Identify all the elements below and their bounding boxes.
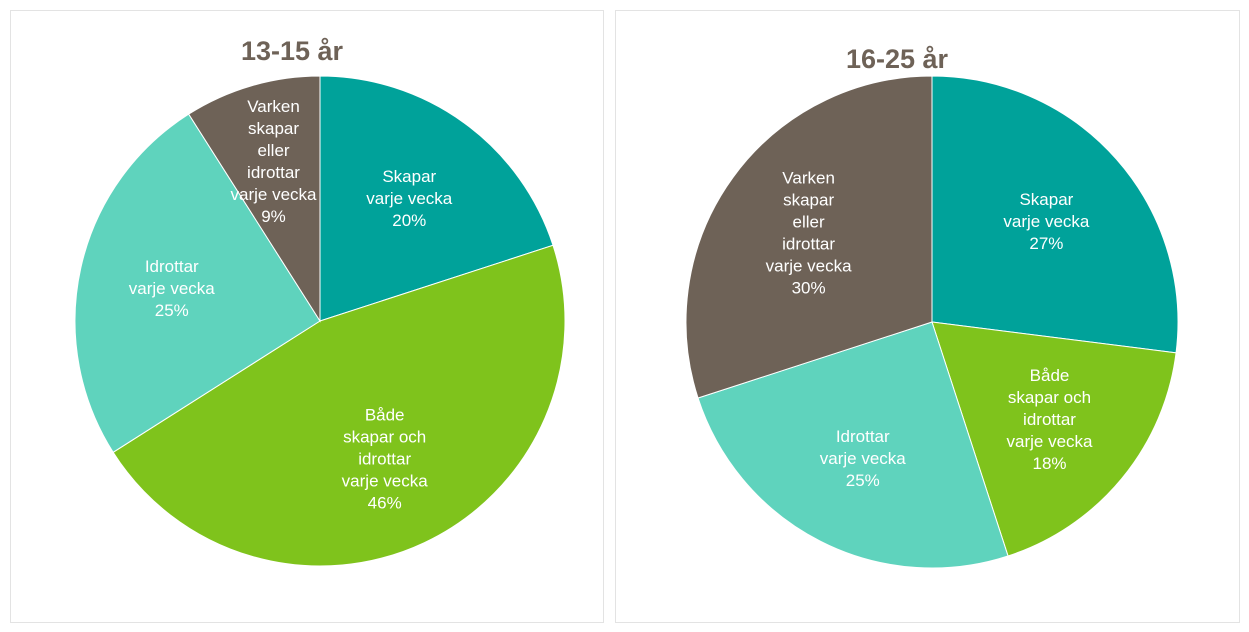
slice-value-label: 25% (155, 301, 189, 320)
pie-slice (319, 75, 554, 322)
slice-label: Både skapar och idrottar varje vecka (342, 405, 429, 490)
slice-value-label: 46% (368, 493, 402, 512)
pie-slice (74, 113, 321, 453)
pie-slice (112, 244, 566, 567)
pie-slice (188, 75, 321, 323)
pie-slice (685, 75, 933, 399)
slice-value-label: 25% (846, 471, 880, 490)
slice-label: Skapar varje vecka (366, 167, 453, 208)
slice-label: Idrottar varje vecka (129, 257, 216, 298)
slice-value-label: 9% (261, 207, 286, 226)
slice-label: Både skapar och idrottar varje vecka (1007, 366, 1094, 451)
slice-value-label: 20% (392, 211, 426, 230)
pie-slice (931, 75, 1179, 354)
slice-label: Varken skapar eller idrottar varje vecka (766, 168, 853, 275)
slice-label: Skapar varje vecka (1003, 190, 1090, 231)
pie-slice (931, 321, 1177, 557)
slice-label: Varken skapar eller idrottar varje vecka (231, 97, 318, 204)
slice-value-label: 30% (792, 278, 826, 297)
slice-value-label: 18% (1033, 454, 1067, 473)
pie-slice (697, 321, 1009, 569)
chart-title: 16-25 år (846, 44, 949, 74)
chart-title: 13-15 år (241, 36, 344, 66)
slice-label: Idrottar varje vecka (820, 427, 907, 468)
slice-value-label: 27% (1029, 234, 1063, 253)
